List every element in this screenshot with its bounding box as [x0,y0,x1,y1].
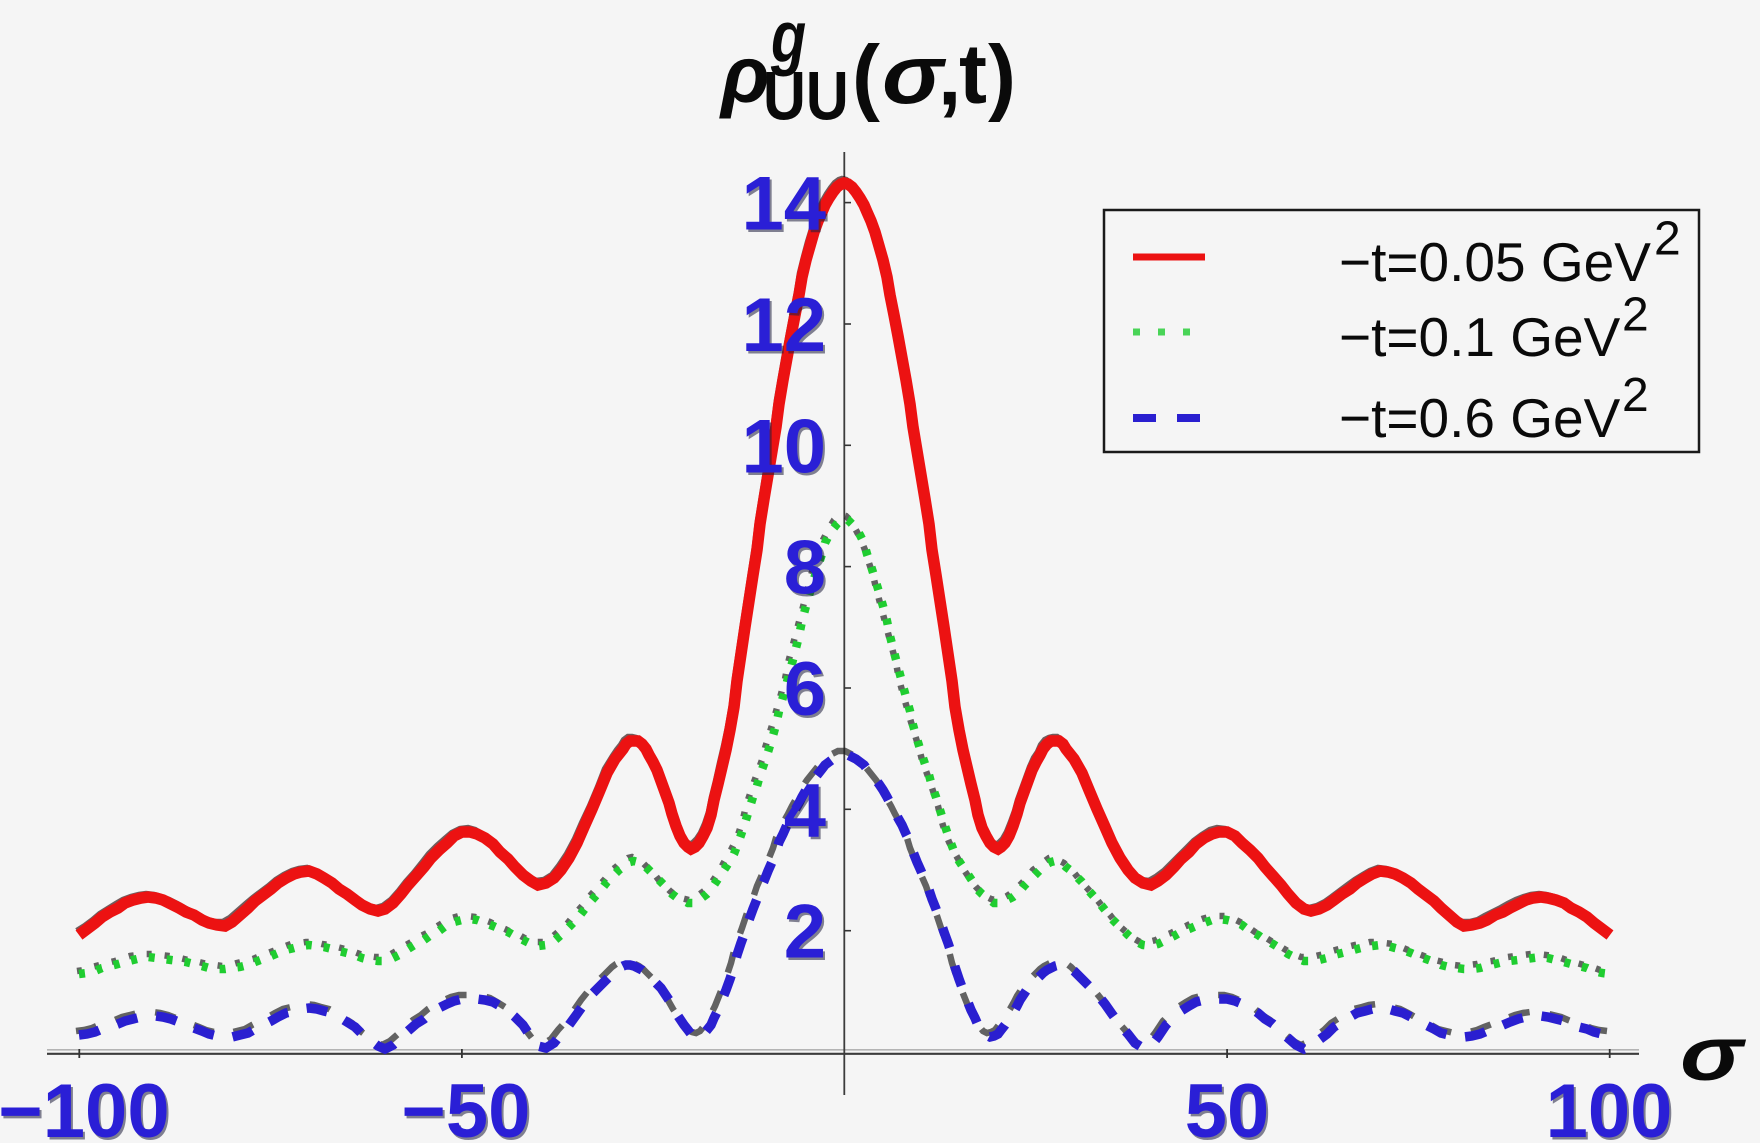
svg-text:−100: −100 [0,1069,170,1143]
svg-text:12: 12 [741,283,826,368]
svg-text:50: 50 [1185,1069,1270,1143]
svg-text:g: g [770,0,806,77]
svg-text:2: 2 [784,890,826,975]
svg-text:(: ( [852,29,880,123]
svg-text:2: 2 [1622,289,1649,342]
svg-text:100: 100 [1546,1069,1673,1143]
svg-text:−t=0.05 GeV: −t=0.05 GeV [1339,231,1651,293]
svg-text:,: , [938,29,961,123]
svg-text:2: 2 [1622,369,1649,422]
svg-text:t: t [959,27,987,121]
svg-text:6: 6 [784,647,826,732]
svg-text:σ: σ [882,27,947,121]
svg-text:2: 2 [1654,213,1681,266]
svg-text:8: 8 [784,526,826,611]
svg-text:): ) [988,29,1016,123]
svg-text:10: 10 [741,404,826,489]
svg-text:14: 14 [741,162,826,247]
svg-text:4: 4 [784,768,826,853]
svg-text:−t=0.1 GeV: −t=0.1 GeV [1339,306,1621,368]
svg-text:ρ: ρ [719,30,769,119]
svg-text:−50: −50 [402,1069,531,1143]
svg-text:−t=0.6 GeV: −t=0.6 GeV [1339,387,1621,449]
svg-text:σ: σ [1680,1012,1746,1097]
svg-text:UU: UU [763,57,849,134]
